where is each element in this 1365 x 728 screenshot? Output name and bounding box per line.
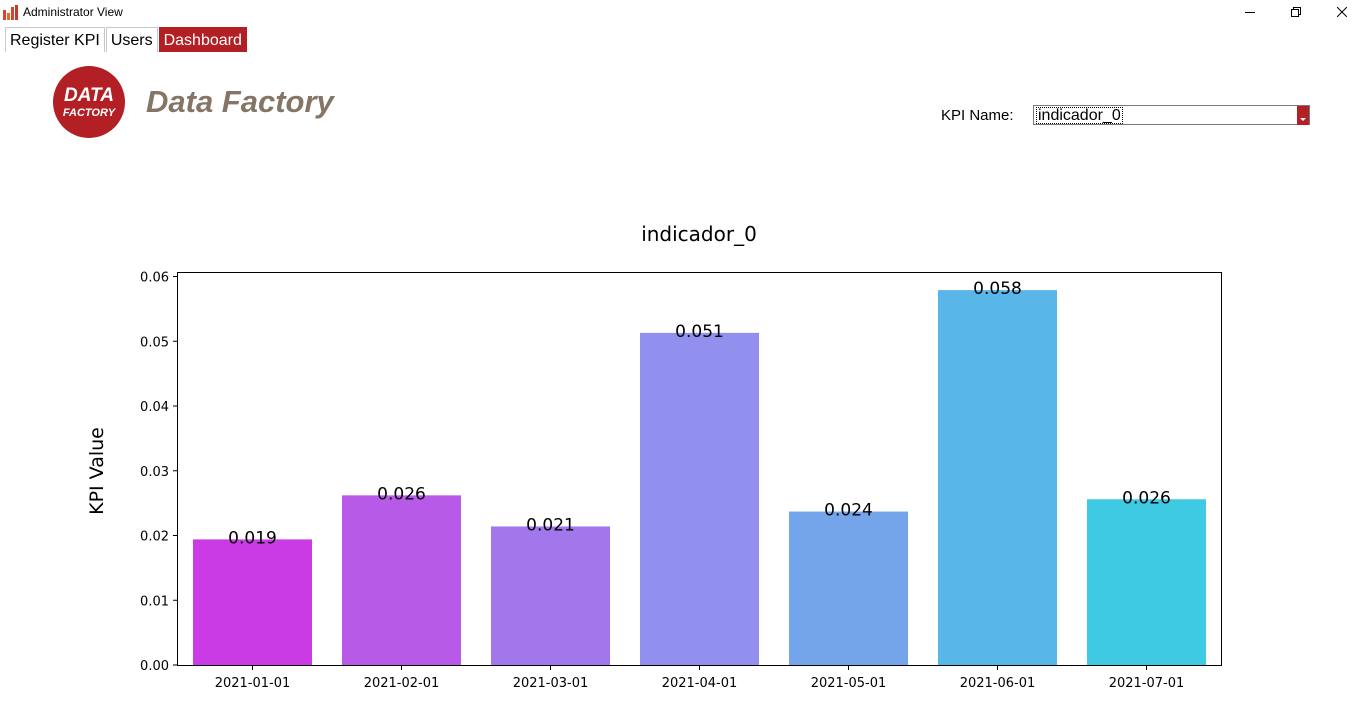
chart-title: indicador_0 [641,222,757,246]
bar-2021-01-01 [193,539,312,665]
y-tick-label: 0.05 [140,335,169,350]
tab-bar: Register KPI Users Dashboard [5,27,248,53]
bar-2021-04-01 [640,332,759,665]
bar-value-label: 0.051 [675,322,724,342]
window-title: Administrator View [23,5,123,19]
brand-name: Data Factory [146,84,334,119]
close-icon [1337,7,1347,17]
y-axis-label: KPI Value [86,427,108,515]
y-tick-label: 0.03 [140,465,169,480]
bar-value-label: 0.024 [824,501,873,521]
bar-value-label: 0.058 [973,279,1022,299]
bar-value-label: 0.026 [1122,488,1171,508]
data-factory-logo: DATA FACTORY [53,66,125,138]
close-button[interactable] [1319,0,1365,24]
y-tick-label: 0.00 [140,659,169,674]
y-tick-label: 0.04 [140,400,169,415]
x-tick-label: 2021-03-01 [513,676,589,691]
x-tick-label: 2021-06-01 [960,676,1036,691]
bar-2021-03-01 [491,526,610,665]
title-bar: Administrator View [0,0,1365,26]
plot-frame [177,272,1222,666]
x-tick-label: 2021-02-01 [364,676,440,691]
tab-register-kpi[interactable]: Register KPI [5,27,105,52]
x-tick-label: 2021-07-01 [1109,676,1185,691]
bar-value-label: 0.019 [228,528,277,548]
kpi-name-value: indicador_0 [1036,107,1123,124]
x-tick-label: 2021-01-01 [215,676,291,691]
logo-line-2: FACTORY [63,107,117,119]
y-tick-label: 0.01 [140,594,169,609]
logo-line-1: DATA [64,85,114,106]
kpi-name-select[interactable]: indicador_0 [1033,105,1310,125]
bar-value-label: 0.026 [377,484,426,504]
bar-chart-app-icon [3,5,18,20]
x-tick-label: 2021-05-01 [811,676,887,691]
y-tick-label: 0.02 [140,530,169,545]
restore-button[interactable] [1273,0,1319,24]
x-tick-label: 2021-04-01 [662,676,738,691]
bar-value-label: 0.021 [526,515,575,535]
restore-icon [1291,7,1301,17]
tab-dashboard[interactable]: Dashboard [158,27,247,52]
y-tick-label: 0.06 [140,271,169,286]
kpi-name-label: KPI Name: [941,107,1014,124]
bar-2021-06-01 [938,290,1057,665]
minimize-button[interactable] [1227,0,1273,24]
chevron-down-icon [1300,118,1306,121]
bar-2021-05-01 [789,511,908,665]
dropdown-arrow-button[interactable] [1297,106,1309,125]
minimize-icon [1245,12,1255,13]
tab-users[interactable]: Users [105,27,158,52]
bar-2021-02-01 [342,495,461,665]
bar-2021-07-01 [1087,499,1206,665]
